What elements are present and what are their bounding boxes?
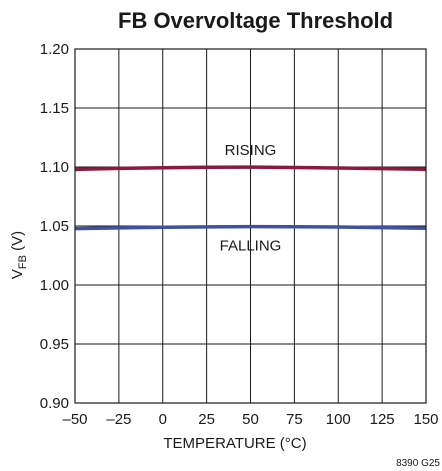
x-tick-label: 75: [286, 411, 303, 428]
series-line-falling: [74, 224, 427, 231]
y-tick-label: 0.95: [40, 336, 69, 353]
series-label-rising: RISING: [225, 142, 277, 159]
y-axis-label: VFB (V): [9, 231, 29, 279]
chart-title: FB Overvoltage Threshold: [118, 8, 393, 33]
x-tick-label: –25: [106, 411, 131, 428]
x-tick-label: 25: [198, 411, 215, 428]
y-tick-label: 1.05: [40, 218, 69, 235]
figure-code: 8390 G25: [396, 458, 440, 469]
x-tick-label: 50: [242, 411, 259, 428]
series-line-rising: [74, 165, 427, 172]
y-tick-labels: 0.90 0.95 1.00 1.05 1.10 1.15 1.20: [40, 41, 69, 412]
y-axis-label-unit: (V): [9, 231, 26, 255]
series-label-falling: FALLING: [220, 238, 282, 255]
x-tick-label: 100: [326, 411, 351, 428]
x-tick-labels: –50 –25 0 25 50 75 100 125 150: [62, 411, 438, 428]
y-axis-label-main: V: [9, 269, 26, 279]
y-tick-label: 1.10: [40, 159, 69, 176]
x-axis-label: TEMPERATURE (°C): [163, 435, 306, 452]
x-tick-label: 125: [370, 411, 395, 428]
plot-frame: [74, 48, 427, 404]
series-group: RISING FALLING: [74, 142, 427, 255]
x-tick-label: 0: [159, 411, 167, 428]
x-tick-label: 150: [413, 411, 438, 428]
y-tick-label: 1.20: [40, 41, 69, 58]
x-tick-label: –50: [62, 411, 87, 428]
y-tick-label: 1.00: [40, 277, 69, 294]
y-tick-label: 0.90: [40, 395, 69, 412]
y-tick-label: 1.15: [40, 100, 69, 117]
y-axis-label-sub: FB: [17, 255, 29, 269]
